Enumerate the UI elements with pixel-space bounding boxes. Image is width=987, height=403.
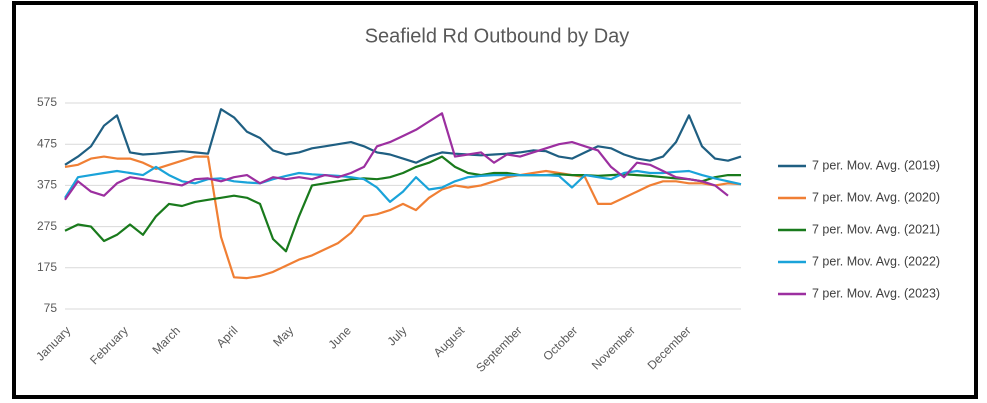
legend-label: 7 per. Mov. Avg. (2019): [812, 158, 940, 172]
y-tick-label: 75: [44, 301, 58, 315]
y-tick-label: 175: [37, 260, 57, 274]
series-line: [64, 112, 729, 201]
y-tick-label: 475: [37, 136, 57, 150]
legend-label: 7 per. Mov. Avg. (2023): [812, 286, 940, 300]
y-tick-label: 275: [37, 219, 57, 233]
legend-label: 7 per. Mov. Avg. (2022): [812, 254, 940, 268]
series-line: [64, 155, 742, 280]
legend-label: 7 per. Mov. Avg. (2021): [812, 222, 940, 236]
legend-label: 7 per. Mov. Avg. (2020): [812, 190, 940, 204]
y-tick-label: 575: [37, 95, 57, 109]
frame: [12, 1, 978, 399]
chart-title: Seafield Rd Outbound by Day: [365, 25, 630, 47]
series-line: [64, 155, 741, 253]
y-tick-label: 375: [37, 178, 57, 192]
series-line: [64, 108, 742, 166]
